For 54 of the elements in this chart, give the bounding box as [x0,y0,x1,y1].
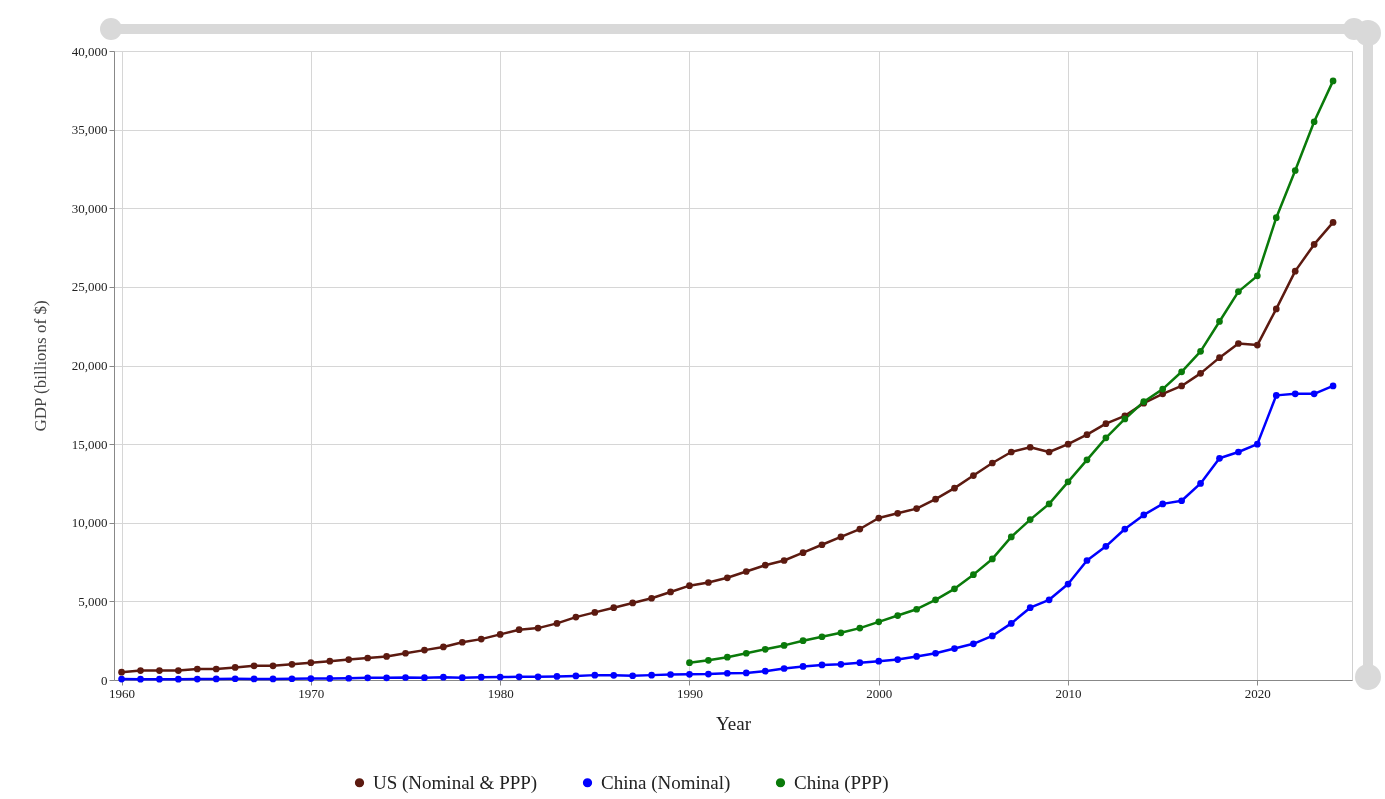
point [705,657,712,664]
x-tick-label: 1980 [487,685,514,701]
point [723,653,731,661]
point [686,659,693,667]
point [818,633,826,641]
x-tick-label: 1960 [109,685,136,701]
point [932,596,939,604]
x-tick-label: 1990 [676,685,703,701]
y-tick-label: 10,000 [71,515,108,531]
point [1329,77,1337,85]
legend-label: China (Nominal) [601,771,731,794]
x-tick-label: 2010 [1055,685,1082,701]
point [1102,434,1110,442]
legend-label: US (Nominal & PPP) [373,771,538,794]
point [1026,516,1034,523]
y-tick-label: 40,000 [71,43,108,59]
point [1064,478,1072,486]
x-tick-label: 2020 [1244,685,1271,701]
x-tick-label: 2000 [866,685,893,701]
point [761,645,769,653]
y-tick-label: 15,000 [71,436,108,452]
point [837,629,845,637]
y-tick-label: 5,000 [78,593,108,609]
point [780,642,788,649]
point [875,618,883,626]
point [1197,348,1204,355]
point [970,571,977,578]
x-axis-title: Year [715,712,752,734]
point [1216,318,1223,325]
x-tick-label: 1970 [298,685,325,701]
y-axis-title: GDP (billions of $) [30,300,50,432]
point [1235,288,1242,295]
y-tick-label: 0 [101,672,108,688]
y-tick-label: 30,000 [71,200,108,216]
point [1083,456,1091,464]
point [894,612,902,619]
point [988,555,996,563]
point [799,637,807,645]
point [1291,167,1299,174]
y-tick-label: 25,000 [71,279,108,295]
point [1045,500,1053,508]
point [1254,272,1261,280]
point [1159,385,1167,393]
point [1007,533,1015,541]
point [1178,368,1185,376]
point [742,649,750,657]
point [951,585,958,593]
y-tick-label: 35,000 [71,122,108,138]
legend-label: China (PPP) [794,771,889,794]
y-tick-label: 20,000 [71,358,108,373]
point [1310,118,1318,126]
point [856,624,864,632]
point [913,605,920,613]
point [1272,214,1280,222]
